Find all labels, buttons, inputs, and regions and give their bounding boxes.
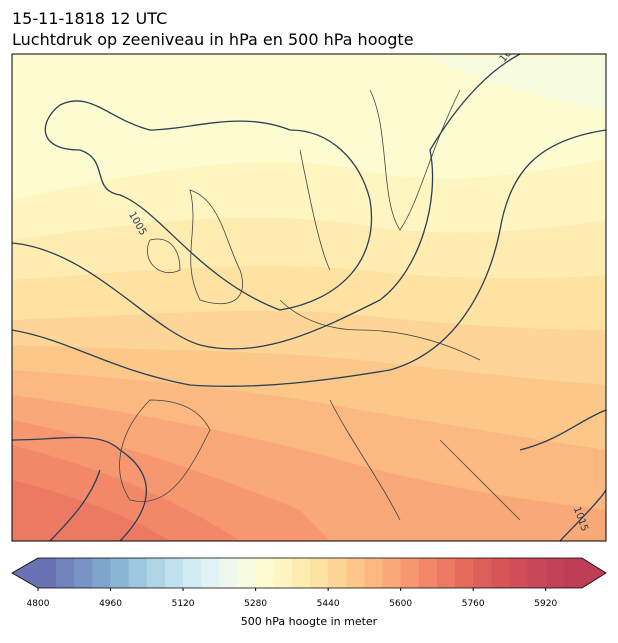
colorbar-bin xyxy=(563,558,583,588)
height-band xyxy=(12,480,170,541)
colorbar-bin xyxy=(146,558,166,588)
colorbar-bin xyxy=(255,558,275,588)
colorbar-bin xyxy=(128,558,148,588)
colorbar-bin xyxy=(527,558,547,588)
isobar xyxy=(519,409,606,451)
colorbar-bin xyxy=(219,558,238,588)
colorbar-bin xyxy=(74,558,93,588)
colorbar-bin xyxy=(56,558,75,588)
colorbar-tick-label: 5280 xyxy=(244,599,267,609)
colorbar-tick-label: 5760 xyxy=(462,599,485,609)
colorbar-bin xyxy=(509,558,529,588)
contour-label: 10 xyxy=(498,48,515,65)
coastline xyxy=(279,299,481,361)
coastline xyxy=(369,89,461,231)
colorbar-bin xyxy=(473,558,492,588)
isobar xyxy=(12,436,147,541)
isobar xyxy=(559,489,606,541)
colorbar-bin xyxy=(455,558,474,588)
coastline xyxy=(147,238,181,273)
colorbar-bin xyxy=(418,558,438,588)
colorbar-outline xyxy=(11,557,607,589)
colorbar-bin xyxy=(273,558,293,588)
height-band xyxy=(420,54,606,110)
colorbar-bin xyxy=(164,558,184,588)
coastline xyxy=(439,439,521,521)
isobar xyxy=(49,469,101,541)
colorbar-bin xyxy=(346,558,365,588)
colorbar-tick-label: 4960 xyxy=(99,599,122,609)
coastline xyxy=(119,399,211,502)
colorbar-tick-label: 4800 xyxy=(27,599,50,609)
title: 15-11-1818 12 UTC xyxy=(12,9,167,28)
colorbar-bin xyxy=(364,558,384,588)
isobar xyxy=(12,129,606,387)
colorbar-tick-label: 5440 xyxy=(317,599,340,609)
coastline xyxy=(299,149,331,271)
colorbar-bin xyxy=(291,558,311,588)
colorbar-bin xyxy=(400,558,420,588)
coastline xyxy=(189,189,243,305)
subtitle: Luchtdruk op zeeniveau in hPa en 500 hPa… xyxy=(12,30,414,49)
colorbar-bin xyxy=(201,558,220,588)
colorbar-bin xyxy=(110,558,130,588)
colorbar-extend-high xyxy=(582,558,606,588)
colorbar-extend-low xyxy=(12,558,38,588)
colorbar-bin xyxy=(436,558,456,588)
colorbar-bin xyxy=(328,558,347,588)
colorbar-bin xyxy=(310,558,329,588)
colorbar-label: 500 hPa hoogte in meter xyxy=(241,615,378,628)
coastline xyxy=(329,399,401,521)
colorbar-bin xyxy=(92,558,112,588)
colorbar-tick-label: 5920 xyxy=(534,599,557,609)
colorbar-bin xyxy=(38,558,57,588)
colorbar-bin xyxy=(183,558,202,588)
isobar xyxy=(12,54,521,350)
colorbar-tick-label: 5120 xyxy=(172,599,195,609)
colorbar: 4800 4960 5120 5280 5440 5600 5760 5920 xyxy=(11,557,607,609)
colorbar-bin xyxy=(545,558,565,588)
colorbar-bin xyxy=(382,558,402,588)
colorbar-bin xyxy=(491,558,510,588)
map-frame xyxy=(11,53,607,542)
colorbar-bin xyxy=(237,558,257,588)
isobar xyxy=(44,100,373,311)
colorbar-tick-label: 5600 xyxy=(389,599,412,609)
